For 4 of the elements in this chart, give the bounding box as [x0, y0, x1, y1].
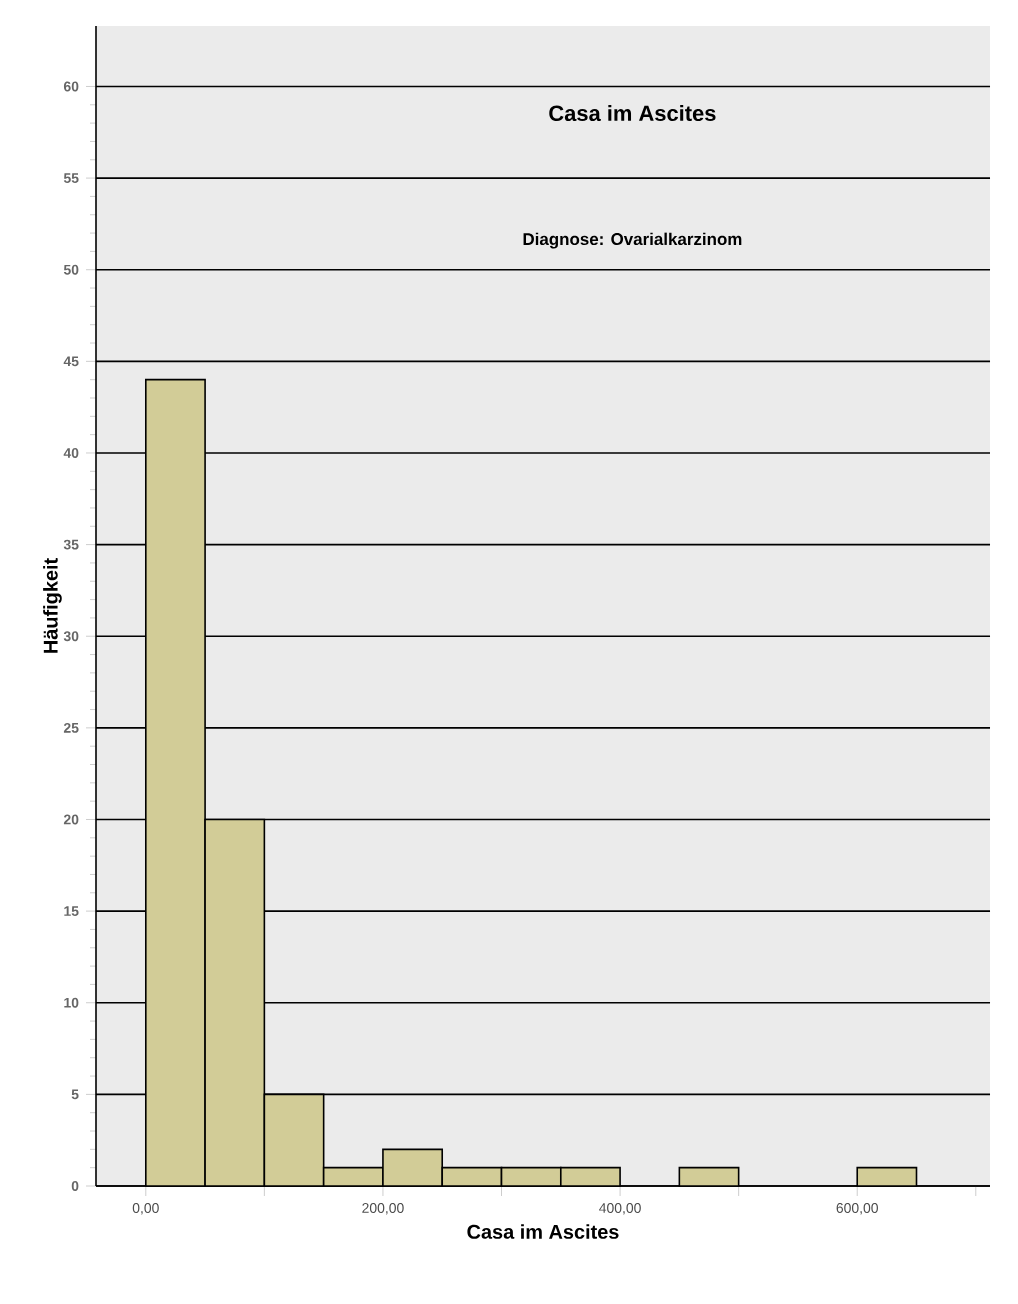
text: Casa im Ascites [549, 104, 716, 122]
y-axis-title: Häufigkeit [43, 558, 62, 653]
x-axis-title: Casa im Ascites [467, 1224, 619, 1239]
text: Diagnose: Ovarialkarzinom [523, 232, 742, 249]
